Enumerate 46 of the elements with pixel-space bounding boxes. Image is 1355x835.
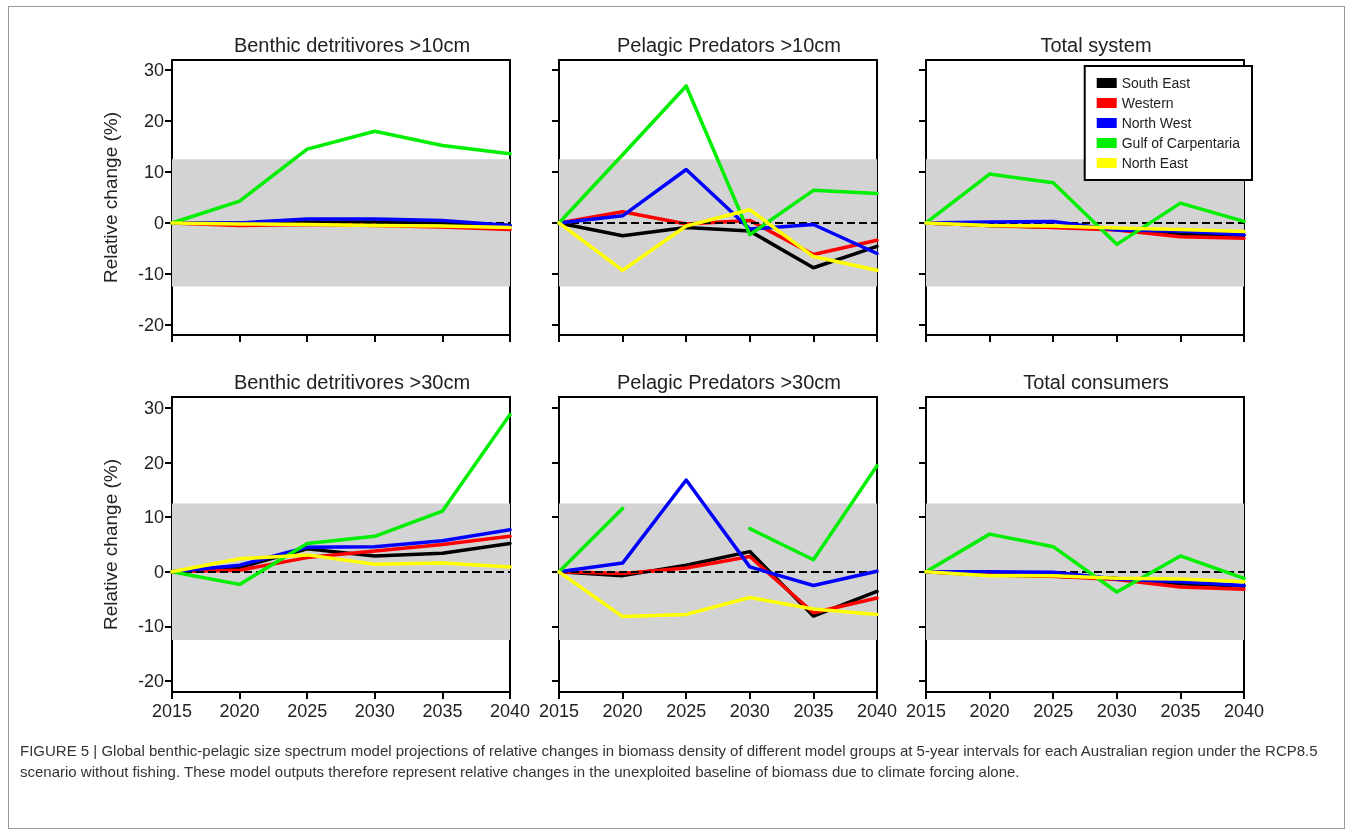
y-axis-title: Relative change (%) xyxy=(100,458,121,631)
y-axis-title: Relative change (%) xyxy=(100,111,121,284)
legend-label: Gulf of Carpentaria xyxy=(1121,135,1241,151)
legend-label: North West xyxy=(1121,115,1192,131)
x-tick-label: 2035 xyxy=(1160,701,1201,721)
x-tick-label: 2025 xyxy=(1033,701,1074,721)
y-tick-label: 30 xyxy=(143,60,164,81)
chart-title: Benthic detritivores >30cm xyxy=(233,371,471,393)
legend-label: Western xyxy=(1121,95,1174,111)
x-tick-label: 2030 xyxy=(354,701,395,721)
chart-title: Pelagic Predators >10cm xyxy=(616,34,842,56)
y-tick-label: 0 xyxy=(153,561,164,582)
chart-title: Total system xyxy=(1040,34,1152,56)
y-tick-label: 20 xyxy=(143,452,164,473)
x-tick-label: 2025 xyxy=(666,701,707,721)
x-tick-label: 2035 xyxy=(793,701,834,721)
x-tick-label: 2025 xyxy=(287,701,328,721)
x-tick-label: 2015 xyxy=(905,701,947,721)
x-tick-label: 2015 xyxy=(538,701,580,721)
x-tick-label: 2030 xyxy=(729,701,770,721)
line-series xyxy=(170,553,512,574)
legend-label: South East xyxy=(1121,75,1191,91)
x-tick-label: 2020 xyxy=(602,701,643,721)
x-tick-label: 2040 xyxy=(856,701,898,721)
x-tick-label: 2040 xyxy=(1223,701,1265,721)
x-tick-label: 2020 xyxy=(969,701,1010,721)
chart-title: Total consumers xyxy=(1023,371,1169,393)
x-tick-label: 2015 xyxy=(151,701,193,721)
y-tick-label: 20 xyxy=(143,111,164,132)
y-tick-label: -20 xyxy=(137,671,164,692)
x-tick-label: 2020 xyxy=(219,701,260,721)
y-tick-label: 30 xyxy=(143,397,164,418)
x-tick-label: 2040 xyxy=(489,701,531,721)
y-tick-label: -20 xyxy=(137,314,164,335)
y-tick-label: -10 xyxy=(137,616,164,637)
line-series xyxy=(170,412,512,587)
y-tick-label: 10 xyxy=(143,507,164,528)
y-tick-label: 10 xyxy=(143,162,164,183)
x-tick-label: 2030 xyxy=(1096,701,1137,721)
chart-title: Benthic detritivores >10cm xyxy=(233,34,471,56)
caption: FIGURE 5 | Global benthic-pelagic size spectrum model projections of relative changes in biomass density of different model groups at 5-year intervals for each Australian region under the RCP8.5 scenario without fishing. These model outputs therefore represent relative changes in the unexploited baseline of biomass due to climate forcing alone. xyxy=(20,741,1319,782)
y-tick-label: 0 xyxy=(153,212,164,233)
chart-title: Pelagic Predators >30cm xyxy=(616,371,842,393)
y-tick-label: -10 xyxy=(137,263,164,284)
legend-label: North East xyxy=(1121,155,1188,171)
x-tick-label: 2035 xyxy=(422,701,463,721)
